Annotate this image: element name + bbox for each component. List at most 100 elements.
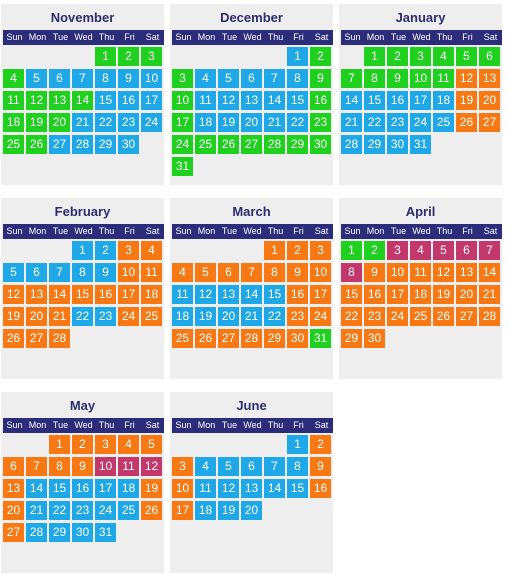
day-cell[interactable]: 12 [218,479,239,498]
day-cell[interactable]: 24 [387,307,408,326]
day-cell[interactable]: 20 [3,501,24,520]
day-cell[interactable]: 21 [49,307,70,326]
day-cell[interactable]: 17 [387,285,408,304]
day-cell[interactable]: 17 [141,91,162,110]
day-cell[interactable]: 18 [3,113,24,132]
day-cell[interactable]: 6 [218,263,239,282]
day-cell[interactable]: 18 [433,91,454,110]
day-cell[interactable]: 23 [118,113,139,132]
day-cell[interactable]: 26 [456,113,477,132]
day-cell[interactable]: 28 [72,135,93,154]
day-cell[interactable]: 3 [95,435,116,454]
day-cell[interactable]: 26 [218,135,239,154]
day-cell[interactable]: 19 [141,479,162,498]
day-cell[interactable]: 5 [3,263,24,282]
day-cell[interactable]: 19 [195,307,216,326]
day-cell[interactable]: 16 [118,91,139,110]
day-cell[interactable]: 15 [72,285,93,304]
day-cell[interactable]: 4 [410,241,431,260]
day-cell[interactable]: 7 [264,69,285,88]
day-cell[interactable]: 28 [26,523,47,542]
day-cell[interactable]: 20 [479,91,500,110]
day-cell[interactable]: 27 [479,113,500,132]
day-cell[interactable]: 23 [310,113,331,132]
day-cell[interactable]: 17 [172,501,193,520]
day-cell[interactable]: 9 [72,457,93,476]
day-cell[interactable]: 1 [72,241,93,260]
day-cell[interactable]: 13 [26,285,47,304]
day-cell[interactable]: 10 [172,479,193,498]
day-cell[interactable]: 13 [241,479,262,498]
day-cell[interactable]: 18 [410,285,431,304]
day-cell[interactable]: 14 [72,91,93,110]
day-cell[interactable]: 26 [433,307,454,326]
day-cell[interactable]: 9 [364,263,385,282]
day-cell[interactable]: 26 [195,329,216,348]
day-cell[interactable]: 2 [387,47,408,66]
day-cell[interactable]: 21 [479,285,500,304]
day-cell[interactable]: 26 [141,501,162,520]
day-cell[interactable]: 15 [364,91,385,110]
day-cell[interactable]: 11 [195,479,216,498]
day-cell[interactable]: 6 [26,263,47,282]
day-cell[interactable]: 3 [172,457,193,476]
day-cell[interactable]: 12 [456,69,477,88]
day-cell[interactable]: 4 [195,69,216,88]
day-cell[interactable]: 21 [264,113,285,132]
day-cell[interactable]: 6 [479,47,500,66]
day-cell[interactable]: 6 [3,457,24,476]
day-cell[interactable]: 11 [195,91,216,110]
day-cell[interactable]: 31 [95,523,116,542]
day-cell[interactable]: 5 [218,69,239,88]
day-cell[interactable]: 29 [287,135,308,154]
day-cell[interactable]: 10 [95,457,116,476]
day-cell[interactable]: 1 [95,47,116,66]
day-cell[interactable]: 6 [456,241,477,260]
day-cell[interactable]: 8 [49,457,70,476]
day-cell[interactable]: 2 [287,241,308,260]
day-cell[interactable]: 27 [456,307,477,326]
day-cell[interactable]: 3 [172,69,193,88]
day-cell[interactable]: 29 [95,135,116,154]
day-cell[interactable]: 20 [241,113,262,132]
day-cell[interactable]: 13 [241,91,262,110]
day-cell[interactable]: 24 [118,307,139,326]
day-cell[interactable]: 15 [341,285,362,304]
day-cell[interactable]: 18 [118,479,139,498]
day-cell[interactable]: 31 [172,157,193,176]
day-cell[interactable]: 9 [310,69,331,88]
day-cell[interactable]: 27 [49,135,70,154]
day-cell[interactable]: 16 [364,285,385,304]
day-cell[interactable]: 14 [49,285,70,304]
day-cell[interactable]: 16 [310,91,331,110]
day-cell[interactable]: 7 [26,457,47,476]
day-cell[interactable]: 12 [141,457,162,476]
day-cell[interactable]: 31 [310,329,331,348]
day-cell[interactable]: 1 [364,47,385,66]
day-cell[interactable]: 10 [141,69,162,88]
day-cell[interactable]: 17 [118,285,139,304]
day-cell[interactable]: 15 [287,479,308,498]
day-cell[interactable]: 25 [172,329,193,348]
day-cell[interactable]: 17 [410,91,431,110]
day-cell[interactable]: 18 [195,501,216,520]
day-cell[interactable]: 25 [141,307,162,326]
day-cell[interactable]: 22 [287,113,308,132]
day-cell[interactable]: 7 [49,263,70,282]
day-cell[interactable]: 22 [95,113,116,132]
day-cell[interactable]: 16 [95,285,116,304]
day-cell[interactable]: 10 [118,263,139,282]
day-cell[interactable]: 1 [287,435,308,454]
day-cell[interactable]: 7 [479,241,500,260]
day-cell[interactable]: 13 [456,263,477,282]
day-cell[interactable]: 2 [118,47,139,66]
day-cell[interactable]: 10 [172,91,193,110]
day-cell[interactable]: 13 [3,479,24,498]
day-cell[interactable]: 16 [287,285,308,304]
day-cell[interactable]: 2 [72,435,93,454]
day-cell[interactable]: 25 [118,501,139,520]
day-cell[interactable]: 11 [118,457,139,476]
day-cell[interactable]: 23 [387,113,408,132]
day-cell[interactable]: 12 [3,285,24,304]
day-cell[interactable]: 16 [72,479,93,498]
